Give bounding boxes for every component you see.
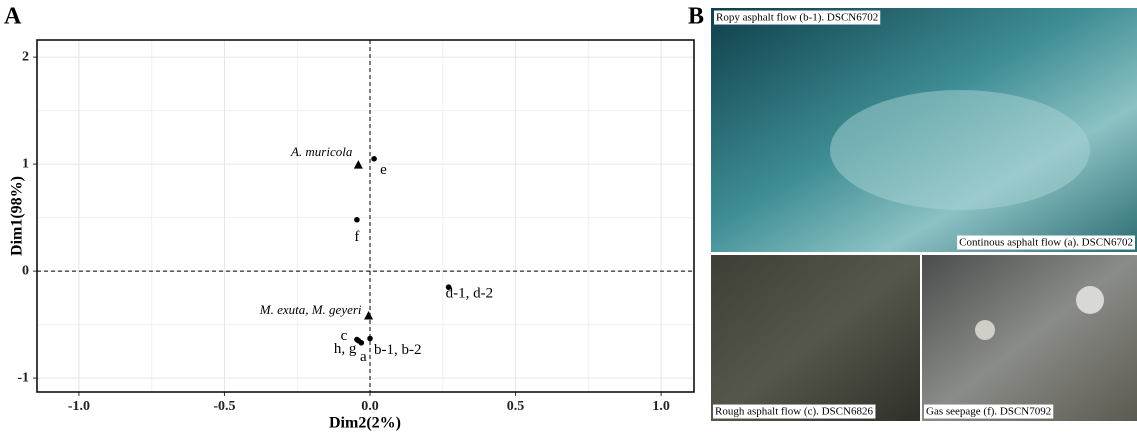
point [371,155,377,162]
y-tick-label: 2 [22,49,29,64]
point [367,335,373,342]
y-axis-title: Dim1(98%) [9,176,26,256]
caption-bg [714,10,881,25]
caption-bg [957,235,1135,250]
point [354,216,360,223]
point [358,339,365,346]
plot: -1.0 -0.5 0.0 0.5 1.0 -1 0 1 2 e f d-1, d-2 ch, ga b-… [17,39,695,414]
y-tick-label: -1 [17,370,29,385]
x-tick-label: 0.0 [361,399,379,414]
plot-frame [36,39,695,393]
caption-bg [713,404,876,419]
caption-bg [924,404,1054,419]
point-label: f [354,229,359,245]
photo-caption: Rough asphalt flow (c). DSCN6826 [715,406,873,418]
triangle-point [353,160,363,169]
x-tick-label: -1.0 [68,399,90,414]
photo-detail [830,90,1090,210]
photo-caption: Continous asphalt flow (a). DSCN6702 [959,237,1133,249]
panel-label: A [4,4,22,30]
x-tick-label: 0.5 [507,399,525,414]
x-tick-label: 1.0 [652,399,670,414]
point-label: a [360,349,367,365]
x-axis-title: Dim2(2%) [329,415,401,432]
point-label: b-1, b-2 [374,342,422,358]
photo-caption: Ropy asphalt flow (b-1). DSCN6702 [716,12,878,24]
photo-detail [1076,286,1104,314]
triangle-point [364,311,374,320]
point-label: c [341,328,348,344]
point [445,284,452,290]
x-tick-label: -0.5 [213,399,235,414]
y-tick-label: 1 [22,156,29,171]
photo [711,255,920,421]
captions: Ropy asphalt flow (b-1). DSCN6702 Contin… [713,10,1135,419]
point-label: e [380,162,387,178]
photo [922,255,1137,421]
y-tick-label: 0 [22,263,29,278]
point-label: A. muricola [290,144,353,159]
photo-caption: Gas seepage (f). DSCN7092 [926,406,1051,418]
point-label: d-1, d-2 [446,286,494,302]
panel-label: B [688,4,704,30]
point-label: h, g [334,341,357,357]
photo-detail [975,320,995,340]
point-label: M. exuta, M. geyeri [259,302,362,317]
